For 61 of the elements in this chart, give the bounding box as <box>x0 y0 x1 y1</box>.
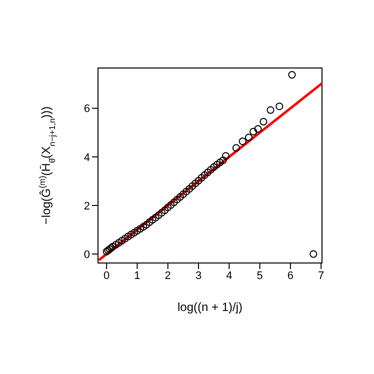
point <box>310 250 318 258</box>
point <box>176 193 184 201</box>
point <box>219 156 227 164</box>
point <box>148 216 156 224</box>
point <box>127 230 135 238</box>
point <box>276 102 284 110</box>
point <box>200 171 208 179</box>
point <box>133 226 142 234</box>
x-tick-label: 0 <box>104 270 110 282</box>
x-axis-title: log((n + 1)/j) <box>177 300 243 314</box>
x-tick-label: 4 <box>226 270 232 282</box>
point <box>250 128 258 136</box>
point <box>222 152 230 160</box>
point <box>121 234 129 243</box>
point <box>288 71 296 79</box>
point <box>182 188 190 196</box>
point <box>188 182 196 190</box>
point <box>161 206 169 214</box>
point <box>118 236 126 244</box>
point <box>173 196 181 204</box>
point <box>216 158 224 166</box>
y-tick-label: 6 <box>84 103 90 116</box>
point <box>179 190 187 198</box>
y-tick-label: 0 <box>84 248 90 261</box>
point <box>194 176 202 184</box>
x-tick-label: 1 <box>134 270 140 282</box>
x-tick-label: 6 <box>287 270 294 282</box>
point <box>130 228 138 236</box>
point <box>158 208 166 217</box>
x-tick-label: 7 <box>318 270 324 282</box>
point <box>260 118 268 126</box>
x-tick-label: 3 <box>195 270 202 282</box>
point <box>238 138 246 146</box>
x-tick-label: 2 <box>164 270 171 282</box>
point <box>170 198 178 206</box>
point <box>204 168 212 176</box>
point <box>164 204 172 212</box>
point <box>266 106 274 114</box>
point <box>142 220 150 228</box>
point <box>140 223 148 231</box>
point <box>186 185 194 193</box>
x-tick-label: 5 <box>256 270 263 282</box>
point <box>152 214 160 222</box>
point <box>167 201 175 209</box>
point <box>198 174 206 182</box>
point <box>213 160 221 168</box>
y-tick-label: 2 <box>84 200 90 212</box>
point <box>154 211 162 219</box>
point <box>146 218 154 226</box>
point <box>192 180 200 188</box>
point <box>124 232 132 240</box>
point <box>210 163 218 171</box>
point <box>244 134 253 142</box>
point <box>206 166 215 174</box>
point <box>108 242 117 251</box>
point <box>112 240 120 249</box>
point <box>232 144 240 152</box>
point <box>254 125 262 133</box>
point <box>115 239 123 247</box>
point <box>136 224 144 233</box>
y-tick-label: 4 <box>84 152 90 164</box>
